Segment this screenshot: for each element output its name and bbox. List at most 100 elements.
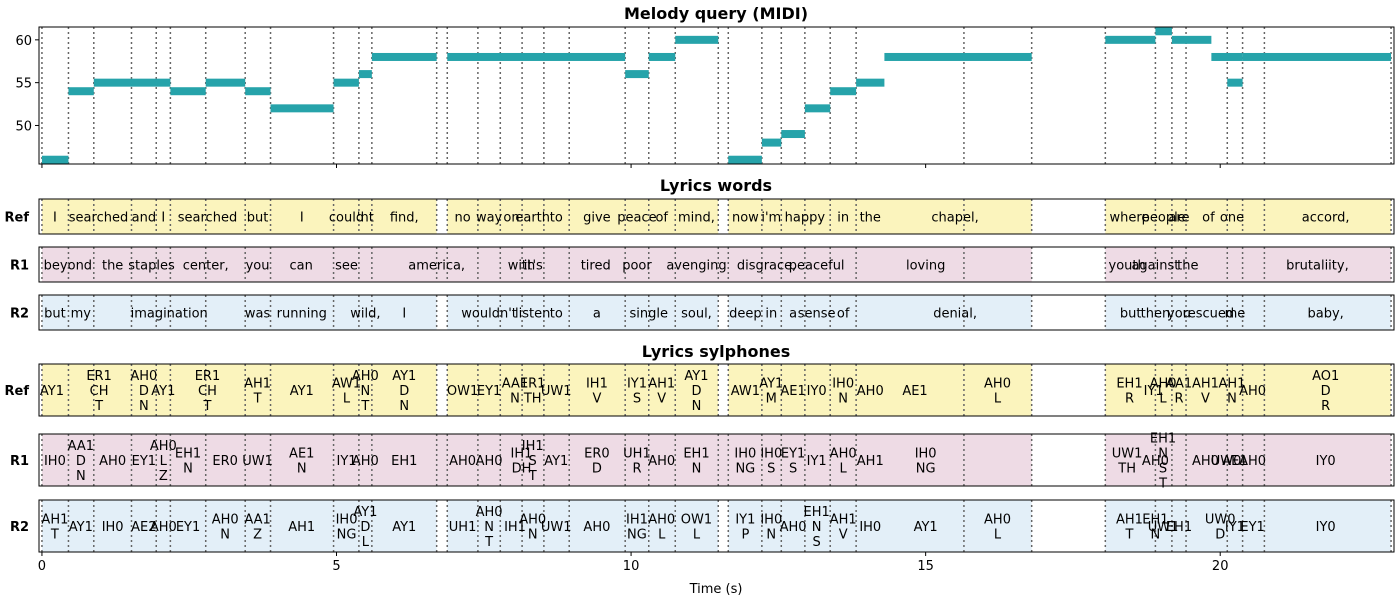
axes-frame bbox=[38, 499, 1395, 553]
sylphone-line: EY1 bbox=[176, 520, 200, 535]
segment-bg bbox=[41, 199, 437, 234]
sylphone-line: D bbox=[1321, 384, 1331, 399]
word-label: searched bbox=[69, 211, 128, 226]
sylphone-label: EH1 R bbox=[1116, 377, 1142, 407]
sylphone-line: N bbox=[692, 399, 702, 414]
sylphone-line: UW1 bbox=[541, 384, 572, 399]
sylphone-line: AH1 bbox=[1219, 377, 1246, 392]
word-label: wild, bbox=[350, 307, 380, 322]
sylphone-line: N bbox=[361, 384, 371, 399]
sylphone-label: AH1 V bbox=[830, 513, 857, 543]
sylphone-line: NG bbox=[916, 462, 936, 477]
word-label: where bbox=[1110, 211, 1150, 226]
sylphone-line: IH0 bbox=[760, 447, 782, 462]
sylphone-line: UW1 bbox=[242, 454, 273, 469]
word-label: sense bbox=[798, 307, 836, 322]
word-label: a bbox=[593, 307, 601, 322]
sylphone-line: AA1 bbox=[244, 513, 270, 528]
sylphone-label: AH0 bbox=[648, 454, 675, 469]
sylphone-label: OW1 L bbox=[681, 513, 712, 543]
sylphone-line: S bbox=[789, 462, 797, 477]
sylphone-label: AH0 L Z bbox=[150, 439, 177, 484]
word-label: now bbox=[732, 211, 759, 226]
word-label: 'nt bbox=[357, 211, 374, 226]
sylphone-line: N bbox=[183, 462, 193, 477]
sylphone-line: ER0 bbox=[212, 454, 238, 469]
sylphone-label: IH0 NG bbox=[915, 447, 937, 477]
segment-bg bbox=[1105, 247, 1392, 282]
sylphone-label: EY1 bbox=[1240, 520, 1264, 535]
sylphone-line: T bbox=[253, 392, 262, 407]
word-label: I bbox=[53, 211, 57, 226]
axes-frame bbox=[38, 294, 1395, 331]
word-label: can bbox=[289, 259, 312, 274]
sylphone-line: T bbox=[203, 399, 212, 414]
word-label: but bbox=[247, 211, 269, 226]
sylphone-line: IY1 bbox=[1225, 520, 1245, 535]
sylphone-label: IH0 bbox=[44, 454, 66, 469]
sylphone-line: AH0 bbox=[150, 520, 177, 535]
sylphone-label: OW1 bbox=[447, 384, 478, 399]
sylphone-line: IY0 bbox=[807, 384, 827, 399]
sylphone-line: V bbox=[1201, 392, 1210, 407]
note-bar bbox=[1155, 27, 1172, 36]
word-label: people bbox=[1142, 211, 1186, 226]
sylphone-line: AH0 bbox=[519, 513, 546, 528]
sylphone-line: EY1 bbox=[477, 384, 501, 399]
x-tick-label: 5 bbox=[332, 559, 340, 574]
sylphone-line: AA1 bbox=[68, 439, 94, 454]
row-label: Ref bbox=[5, 211, 30, 226]
sylphone-line: ER1 bbox=[86, 369, 112, 384]
word-label: brutaliity, bbox=[1286, 259, 1349, 274]
sylphone-line: L bbox=[362, 535, 370, 550]
segment-bg bbox=[41, 247, 1032, 282]
sylphone-line: EY1 bbox=[1240, 520, 1264, 535]
word-label: running bbox=[277, 307, 327, 322]
sylphone-label: AY1 bbox=[914, 520, 938, 535]
word-label: staples bbox=[128, 259, 175, 274]
note-bar bbox=[648, 52, 676, 61]
word-label: with bbox=[508, 259, 536, 274]
word-label: it's bbox=[524, 259, 543, 274]
word-label: of bbox=[655, 211, 668, 226]
word-label: deep bbox=[729, 307, 762, 322]
sylphone-label: IY0 bbox=[807, 384, 827, 399]
sylphone-label: ER0 D bbox=[584, 447, 610, 477]
sylphone-label: AH0 L bbox=[1150, 377, 1177, 407]
segment-bg bbox=[728, 295, 1032, 330]
sylphone-line: IH1 bbox=[586, 377, 608, 392]
y-tick-label: 50 bbox=[15, 119, 32, 134]
sylphone-line: AH0 bbox=[1150, 377, 1177, 392]
sylphone-label: EY1 bbox=[176, 520, 200, 535]
sylphone-label: AE1 bbox=[902, 384, 927, 399]
sylphone-line: AH0 bbox=[583, 520, 610, 535]
sylphone-line: EH1 bbox=[804, 505, 830, 520]
word-label: center, bbox=[183, 259, 229, 274]
sylphone-line: IY1 bbox=[1144, 384, 1164, 399]
word-label: accord, bbox=[1302, 211, 1350, 226]
sylphone-label: AH0 bbox=[150, 520, 177, 535]
sylphone-line: T bbox=[1158, 477, 1167, 492]
sylphone-line: EH1 bbox=[1142, 513, 1168, 528]
sylphone-line: L bbox=[343, 392, 351, 407]
sylphone-label: AH0 L bbox=[648, 513, 675, 543]
sylphone-label: EH1 N bbox=[175, 447, 201, 477]
sylphone-line: EH1 bbox=[175, 447, 201, 462]
sylphone-line: AY1 bbox=[392, 520, 416, 535]
word-label: beyond bbox=[44, 259, 92, 274]
sylphone-line: AH1 bbox=[244, 377, 271, 392]
sylphone-label: IY1 S bbox=[627, 377, 647, 407]
note-bar bbox=[1227, 78, 1243, 87]
sylphone-label: AY1 bbox=[151, 384, 175, 399]
word-label: loving bbox=[906, 259, 945, 274]
sylphone-label: EH1 N bbox=[1142, 513, 1168, 543]
sylphone-line: S bbox=[529, 454, 537, 469]
sylphone-line: AH0 bbox=[780, 520, 807, 535]
segment-bg bbox=[447, 199, 719, 234]
sylphone-line: UH1 bbox=[449, 520, 477, 535]
sylphone-line: M bbox=[766, 392, 777, 407]
sylphone-label: AW1 L bbox=[332, 377, 361, 407]
sylphone-label: AH0 L bbox=[830, 447, 857, 477]
sylphone-label: AH0 bbox=[99, 454, 126, 469]
